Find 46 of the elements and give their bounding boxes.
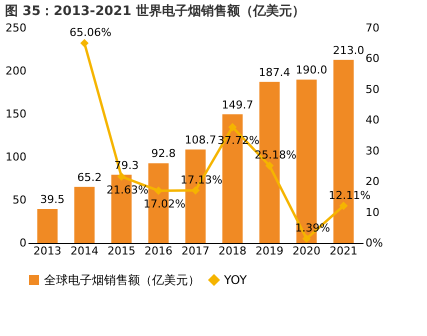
point [265,161,274,170]
y2-tick-label: 70 [366,22,380,34]
y-tick-label: 50 [12,194,26,206]
data-label: 213.0 [332,44,364,57]
data-label: 149.7 [222,98,254,112]
data-label: 187.4 [258,66,290,79]
x-tick-label: 2017 [182,244,210,258]
data-label: 39.5 [40,193,65,206]
y2-tick-label: 60 [366,52,380,66]
y-tick-label: 0 [20,236,26,250]
x-tick-label: 2020 [292,244,321,258]
bar [74,186,95,243]
y2-tick-label: 10 [366,206,380,219]
x-tick-label: 2015 [107,244,136,258]
data-label: 17.02% [144,198,186,211]
x-tick-label: 2016 [144,244,172,258]
y-tick-label: 150 [6,108,26,120]
x-tick-label: 2013 [33,244,62,258]
point [228,122,237,132]
point [339,202,348,210]
data-label: 65.2 [77,170,102,184]
legend-label: 全球电子烟销售额（亿美元） [44,273,200,287]
y-tick-label: 250 [6,22,26,34]
y-tick-label: 100 [6,150,26,164]
chart-title: 图 35：2013-2021 世界电子烟销售额（亿美元） [5,3,305,19]
legend-label: YOY [223,273,248,287]
data-label: 21.63% [106,184,148,197]
x-tick-label: 2014 [70,244,98,258]
data-label: 65.06% [69,26,112,40]
y2-tick-label: 40 [366,114,380,127]
bar [37,209,58,243]
data-label: 92.8 [151,147,176,160]
point [117,172,126,181]
x-tick-label: 2018 [218,244,247,258]
y2-tick-label: 20 [366,175,380,188]
y2-tick-label: 30 [366,144,380,158]
x-tick-label: 2019 [256,244,284,258]
data-label: 12.11% [328,188,371,202]
x-tick-label: 2021 [330,244,358,258]
data-label: 190.0 [296,64,328,77]
y2-tick-label: 50 [366,82,380,96]
y-tick-label: 200 [6,64,26,78]
data-label: 108.7 [184,134,216,147]
y2-tick-label: 0% [366,236,383,250]
point [302,234,311,243]
point [80,38,89,48]
